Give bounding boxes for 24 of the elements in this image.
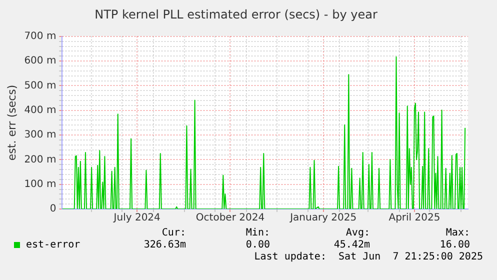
text: Avg: [346,228,370,239]
y-tick-label: 100 m [24,178,56,190]
chart-title: NTP kernel PLL estimated error (secs) - by year [94,7,378,22]
x-tick-label: July 2024 [112,212,160,224]
y-tick-label: 600 m [24,56,56,67]
text: Cur: [162,228,186,239]
y-tick-label: 400 m [24,104,56,116]
text: 16.00 [440,240,470,251]
y-axis-title: est. err (secs) [5,84,18,161]
text: Max: [446,228,470,239]
y-tick-label: 0 [50,204,56,215]
y-tick-label: 500 m [24,80,56,92]
x-tick-label: April 2025 [388,212,440,224]
text: Last update: Sat Jun 7 21:25:00 2025 [254,252,483,263]
text: 0.00 [246,240,270,251]
y-tick-label: 200 m [24,154,56,166]
legend-label: est-error [26,240,80,251]
text: 326.63m [144,240,186,251]
y-tick-label: 300 m [24,130,56,141]
x-tick-label: January 2025 [289,212,357,224]
y-tick-label: 700 m [24,30,56,42]
text: Min: [246,228,270,239]
text: 45.42m [334,240,370,251]
x-tick-label: October 2024 [196,212,265,224]
